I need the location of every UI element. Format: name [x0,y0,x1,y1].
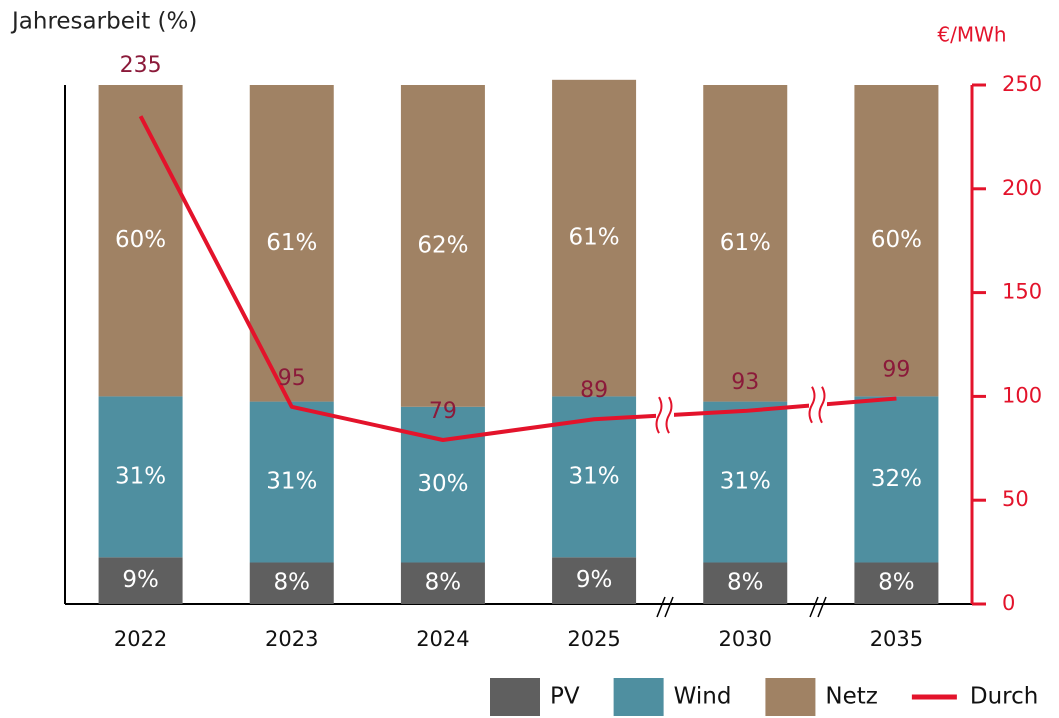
bar-label: 31% [569,463,620,489]
bar-segment [249,562,334,604]
x-tick-label: 2022 [114,627,167,651]
line-label: 99 [882,357,910,382]
bar-label: 8% [274,570,311,596]
legend-swatch [765,678,816,716]
legend-label: Netz [825,684,877,710]
line-label: 93 [731,370,759,395]
bar-label: 62% [417,232,468,258]
bar-label: 60% [115,227,166,253]
y2-tick-label: 50 [1002,487,1029,511]
bar-label: 61% [266,230,317,256]
x-tick-label: 2025 [567,627,620,651]
line-label: 89 [580,378,608,403]
bar-label: 31% [266,469,317,495]
bar-segment [400,85,485,407]
y2-tick-label: 0 [1002,591,1015,615]
bar-segment [854,85,939,397]
legend-item: Netz [765,678,878,716]
axis-break [656,596,827,618]
legend-item: Wind [613,678,732,716]
bar-label: 8% [425,570,462,596]
bar-segment [98,396,183,558]
bar-label: 31% [720,469,771,495]
bar-segment [400,562,485,604]
x-tick-label: 2024 [416,627,469,651]
bar-segment [854,396,939,563]
x-tick-label: 2030 [719,627,772,651]
legend-item: Durch [911,684,1038,710]
x-tick-label: 2035 [870,627,923,651]
legend-item: PV [490,678,580,716]
legend-label: PV [550,684,580,710]
bar-label: 8% [878,570,915,596]
line-label: 95 [278,366,306,391]
y2-tick-label: 150 [1002,280,1042,304]
line-break [808,386,826,424]
legend-label: Wind [674,684,732,710]
bar-segment [98,85,183,397]
line [138,115,897,442]
y-axis-label: Jahresarbeit (%) [10,9,197,35]
x-tick-label: 2023 [265,627,318,651]
bar-label: 32% [871,466,922,492]
bar-label: 61% [720,230,771,256]
line-break [655,396,673,434]
bar-segment [249,401,334,563]
y2-tick-label: 200 [1002,176,1042,200]
bar-segment [703,401,788,563]
y2-tick-label: 100 [1002,383,1042,407]
bar-segment [854,562,939,604]
bar-label: 60% [871,227,922,253]
legend-label: Durch [970,684,1038,710]
bar-segment [552,79,637,397]
bar-segment [98,557,183,604]
y2-tick-label: 250 [1002,72,1042,96]
bar-label: 9% [122,567,159,593]
legend-swatch [490,678,540,716]
bar-label: 31% [115,463,166,489]
bar-segment [552,557,637,604]
line-label: 235 [120,53,162,78]
bar-label: 8% [727,570,764,596]
bar-segment [703,85,788,402]
bar-label: 9% [576,567,613,593]
line-label: 79 [429,399,457,424]
bar-segment [703,562,788,604]
bar-label: 61% [569,225,620,251]
bar-label: 30% [417,471,468,497]
legend-swatch [613,678,664,716]
y2-axis-label: €/MWh [937,23,1006,47]
